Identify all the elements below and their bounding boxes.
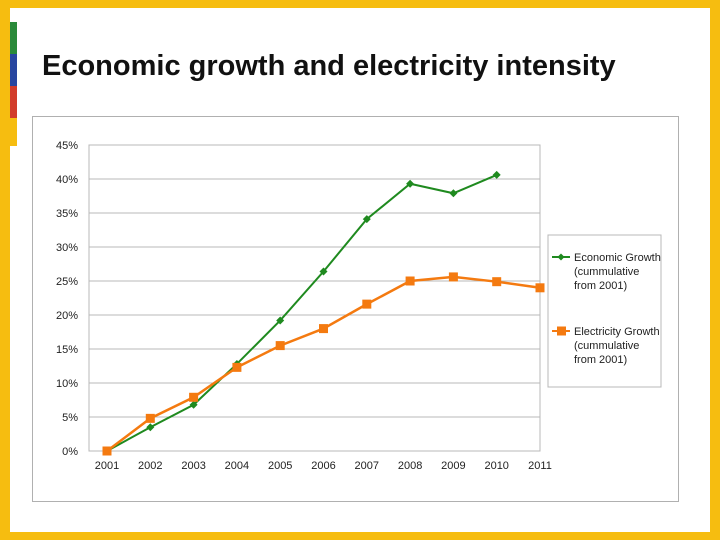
- accent-bar-blue: [10, 54, 17, 86]
- data-point-electricity-growth: [405, 276, 415, 286]
- data-point-economic-growth: [319, 267, 328, 276]
- x-tick-label: 2003: [181, 460, 205, 472]
- data-point-economic-growth: [189, 400, 198, 409]
- y-tick-label: 35%: [56, 208, 78, 220]
- x-tick-label: 2007: [355, 460, 379, 472]
- data-point-electricity-growth: [275, 341, 285, 351]
- slide-title: Economic growth and electricity intensit…: [42, 50, 616, 82]
- legend-label: from 2001): [574, 354, 627, 366]
- data-point-electricity-growth: [362, 299, 372, 309]
- data-point-economic-growth: [146, 423, 155, 432]
- plot-area: [88, 144, 541, 452]
- chart-frame: 0% 5% 10% 15% 20% 25% 30% 35% 40% 45% 2001 2002 2003…: [32, 116, 679, 502]
- legend-label: Electricity Growth: [574, 326, 660, 338]
- y-tick-label: 20%: [56, 310, 78, 322]
- y-tick-label: 0%: [62, 446, 78, 458]
- data-point-economic-growth: [406, 179, 415, 188]
- legend-box: [547, 234, 662, 388]
- x-tick-label: 2001: [95, 460, 119, 472]
- data-point-electricity-growth: [319, 324, 328, 334]
- data-point-electricity-growth: [189, 392, 199, 402]
- series-line-economic-growth: [106, 173, 498, 452]
- x-tick-label: 2004: [225, 460, 249, 472]
- legend-label: from 2001): [574, 280, 627, 292]
- data-point-economic-growth: [362, 215, 371, 224]
- y-tick-label: 15%: [56, 344, 78, 356]
- y-tick-label: 10%: [56, 378, 78, 390]
- legend-label: (cummulative: [574, 340, 639, 352]
- accent-bar-yellow: [10, 118, 17, 146]
- data-point-electricity-growth: [102, 446, 112, 456]
- data-point-electricity-growth: [232, 362, 242, 372]
- data-point-electricity-growth: [145, 413, 155, 423]
- x-tick-label: 2006: [311, 460, 335, 472]
- x-tick-label: 2002: [138, 460, 162, 472]
- x-tick-label: 2005: [268, 460, 292, 472]
- y-tick-label: 40%: [56, 174, 78, 186]
- data-point-economic-growth: [492, 170, 501, 179]
- y-tick-label: 25%: [56, 276, 78, 288]
- accent-bar-red: [10, 86, 17, 118]
- data-point-electricity-growth: [448, 272, 458, 282]
- data-point-electricity-growth: [492, 277, 502, 287]
- y-tick-label: 5%: [62, 412, 78, 424]
- legend-label: (cummulative: [574, 266, 639, 278]
- data-point-economic-growth: [276, 316, 285, 325]
- legend-label: Economic Growth: [574, 252, 661, 264]
- legend-swatch-marker: [557, 253, 565, 261]
- x-tick-label: 2011: [528, 460, 552, 472]
- series-line-electricity-growth: [106, 275, 541, 452]
- y-tick-label: 30%: [56, 242, 78, 254]
- line-chart: 0% 5% 10% 15% 20% 25% 30% 35% 40% 45% 2001 2002 2003…: [56, 140, 662, 472]
- x-tick-label: 2008: [398, 460, 422, 472]
- data-point-economic-growth: [449, 189, 458, 198]
- y-tick-label: 45%: [56, 140, 78, 152]
- slide: Economic growth and electricity intensit…: [10, 8, 710, 532]
- x-tick-label: 2009: [441, 460, 465, 472]
- x-tick-label: 2010: [484, 460, 508, 472]
- legend-swatch-marker: [557, 326, 566, 336]
- data-point-electricity-growth: [535, 283, 545, 293]
- accent-bar-green: [10, 22, 17, 54]
